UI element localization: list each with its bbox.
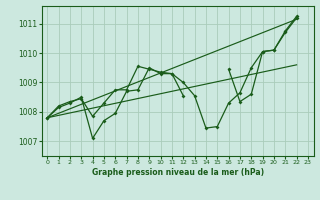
X-axis label: Graphe pression niveau de la mer (hPa): Graphe pression niveau de la mer (hPa) [92,168,264,177]
